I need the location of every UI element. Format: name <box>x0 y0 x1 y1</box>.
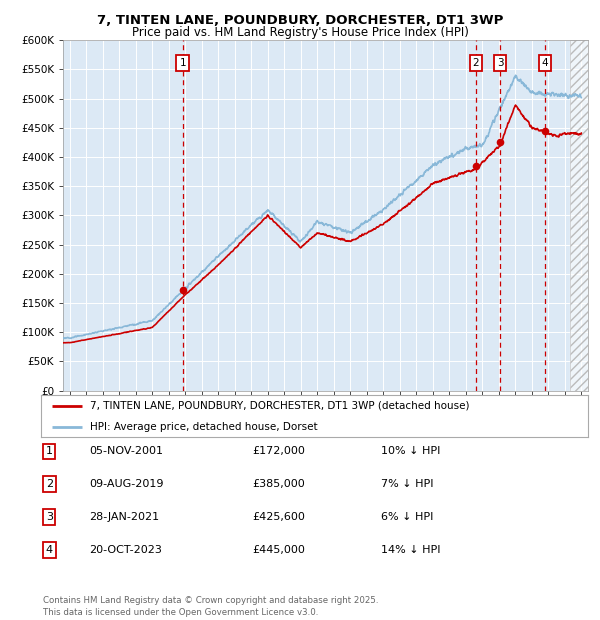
Text: 2: 2 <box>46 479 53 489</box>
Text: 28-JAN-2021: 28-JAN-2021 <box>89 512 159 522</box>
Text: 14% ↓ HPI: 14% ↓ HPI <box>381 545 440 555</box>
Text: 4: 4 <box>46 545 53 555</box>
Text: 3: 3 <box>497 58 503 68</box>
Text: £445,000: £445,000 <box>252 545 305 555</box>
Text: Price paid vs. HM Land Registry's House Price Index (HPI): Price paid vs. HM Land Registry's House … <box>131 26 469 39</box>
Text: 6% ↓ HPI: 6% ↓ HPI <box>381 512 433 522</box>
Text: 7, TINTEN LANE, POUNDBURY, DORCHESTER, DT1 3WP (detached house): 7, TINTEN LANE, POUNDBURY, DORCHESTER, D… <box>90 401 470 411</box>
Text: 05-NOV-2001: 05-NOV-2001 <box>89 446 163 456</box>
Text: 20-OCT-2023: 20-OCT-2023 <box>89 545 161 555</box>
Text: 7% ↓ HPI: 7% ↓ HPI <box>381 479 433 489</box>
Text: 7, TINTEN LANE, POUNDBURY, DORCHESTER, DT1 3WP: 7, TINTEN LANE, POUNDBURY, DORCHESTER, D… <box>97 14 503 27</box>
Text: £425,600: £425,600 <box>252 512 305 522</box>
Text: 09-AUG-2019: 09-AUG-2019 <box>89 479 163 489</box>
Text: 3: 3 <box>46 512 53 522</box>
Text: 2: 2 <box>472 58 479 68</box>
Text: 4: 4 <box>542 58 548 68</box>
Text: 1: 1 <box>46 446 53 456</box>
Text: £172,000: £172,000 <box>252 446 305 456</box>
Text: 10% ↓ HPI: 10% ↓ HPI <box>381 446 440 456</box>
Text: £385,000: £385,000 <box>252 479 305 489</box>
Text: Contains HM Land Registry data © Crown copyright and database right 2025.
This d: Contains HM Land Registry data © Crown c… <box>43 596 379 617</box>
Text: 1: 1 <box>179 58 186 68</box>
Text: HPI: Average price, detached house, Dorset: HPI: Average price, detached house, Dors… <box>90 422 317 432</box>
